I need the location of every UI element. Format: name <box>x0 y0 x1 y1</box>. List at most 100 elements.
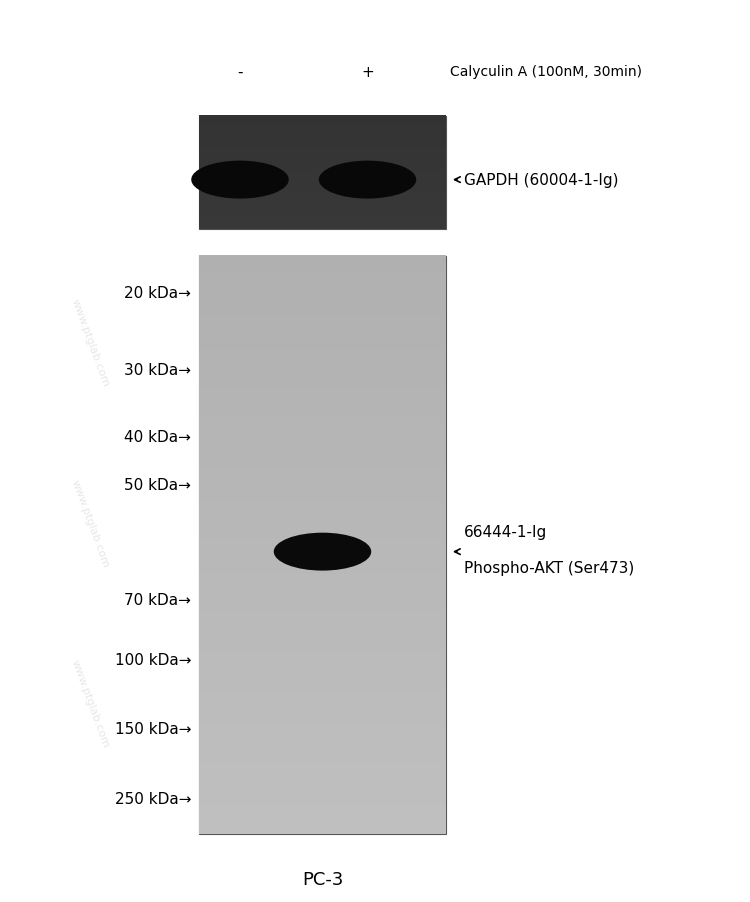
Bar <box>199 328 446 336</box>
Bar <box>199 660 446 668</box>
Text: Phospho-AKT (Ser473): Phospho-AKT (Ser473) <box>464 561 634 575</box>
Bar <box>199 588 446 596</box>
Bar <box>199 119 446 123</box>
Text: 150 kDa→: 150 kDa→ <box>115 722 191 736</box>
Bar <box>199 150 446 154</box>
Bar <box>199 271 446 279</box>
Bar <box>199 299 446 308</box>
Bar <box>199 675 446 683</box>
Bar <box>199 278 446 286</box>
Bar <box>199 336 446 344</box>
Bar <box>199 451 446 459</box>
Bar <box>199 480 446 488</box>
Bar <box>199 595 446 603</box>
Bar <box>199 610 446 618</box>
Bar <box>199 217 446 222</box>
Ellipse shape <box>274 533 371 571</box>
Bar <box>199 826 446 834</box>
Bar <box>199 215 446 218</box>
Bar <box>199 747 446 755</box>
Bar <box>199 176 446 179</box>
Text: 100 kDa→: 100 kDa→ <box>115 653 191 667</box>
Bar <box>199 147 446 151</box>
Text: 30 kDa→: 30 kDa→ <box>124 363 191 377</box>
Bar <box>199 581 446 589</box>
Bar <box>199 127 446 132</box>
Bar <box>199 201 446 205</box>
Bar <box>199 142 446 145</box>
Bar <box>199 195 446 199</box>
Bar <box>199 164 446 168</box>
Bar <box>199 437 446 445</box>
Ellipse shape <box>319 161 416 199</box>
Bar <box>199 704 446 712</box>
Bar <box>199 530 446 538</box>
Bar <box>199 131 446 134</box>
Bar <box>199 156 446 160</box>
Bar <box>199 696 446 704</box>
Bar <box>199 415 446 423</box>
Bar <box>199 198 446 202</box>
Bar <box>199 718 446 726</box>
Bar <box>199 646 446 654</box>
Bar <box>199 689 446 697</box>
Bar <box>199 167 446 170</box>
Bar <box>199 740 446 748</box>
FancyBboxPatch shape <box>199 257 446 834</box>
Bar <box>199 761 446 769</box>
Bar <box>199 624 446 632</box>
Bar <box>199 444 446 452</box>
Text: PC-3: PC-3 <box>302 870 344 888</box>
Bar <box>199 161 446 165</box>
Bar <box>199 372 446 380</box>
Text: www.ptglab.com: www.ptglab.com <box>70 298 110 388</box>
Bar <box>199 465 446 474</box>
Bar <box>199 819 446 827</box>
Bar <box>199 209 446 213</box>
Bar <box>199 136 446 140</box>
Text: 20 kDa→: 20 kDa→ <box>124 286 191 300</box>
Bar <box>199 124 446 128</box>
Bar <box>199 797 446 805</box>
Bar <box>199 400 446 409</box>
Bar <box>199 725 446 733</box>
Text: 50 kDa→: 50 kDa→ <box>124 478 191 492</box>
Bar <box>199 133 446 137</box>
Bar <box>199 292 446 300</box>
Bar <box>199 189 446 193</box>
Text: Calyculin A (100nM, 30min): Calyculin A (100nM, 30min) <box>450 65 642 79</box>
Text: 70 kDa→: 70 kDa→ <box>124 593 191 607</box>
Bar <box>199 212 446 216</box>
Bar <box>199 179 446 182</box>
Bar <box>199 307 446 315</box>
Bar <box>199 783 446 791</box>
Bar <box>199 153 446 157</box>
Text: +: + <box>362 65 374 79</box>
Bar <box>199 422 446 430</box>
Bar <box>199 516 446 524</box>
Ellipse shape <box>191 161 289 199</box>
Bar <box>199 545 446 553</box>
Bar <box>199 386 446 394</box>
Bar <box>199 711 446 719</box>
Text: www.ptglab.com: www.ptglab.com <box>70 658 110 749</box>
Bar <box>199 379 446 387</box>
Bar <box>199 494 446 502</box>
Bar <box>199 769 446 777</box>
Bar <box>199 343 446 351</box>
Bar <box>199 566 446 575</box>
Bar <box>199 181 446 185</box>
Bar <box>199 408 446 416</box>
Bar <box>199 393 446 401</box>
Bar <box>199 559 446 567</box>
Bar <box>199 263 446 272</box>
Bar <box>199 139 446 143</box>
Bar <box>199 805 446 813</box>
Text: 40 kDa→: 40 kDa→ <box>124 429 191 444</box>
Bar <box>199 226 446 230</box>
Bar <box>199 538 446 546</box>
Bar <box>199 790 446 798</box>
Bar <box>199 631 446 640</box>
Bar <box>199 812 446 820</box>
Bar <box>199 653 446 661</box>
